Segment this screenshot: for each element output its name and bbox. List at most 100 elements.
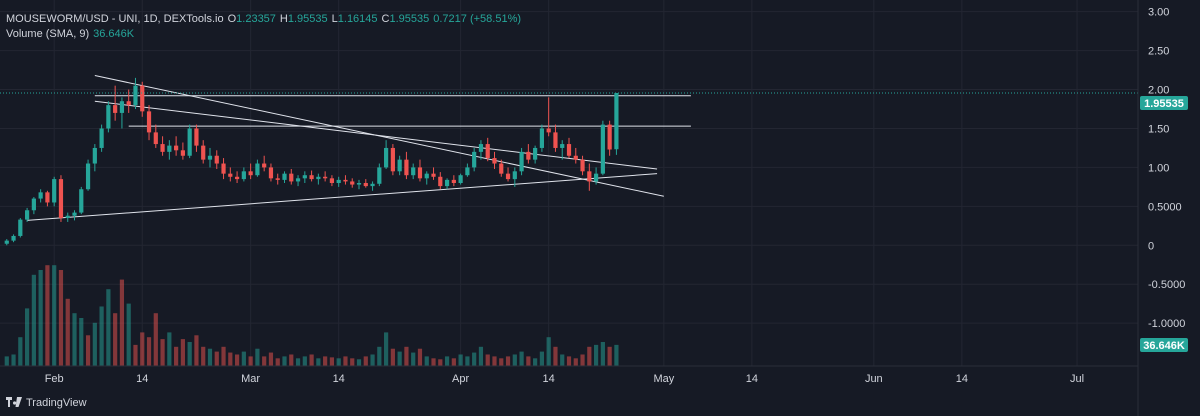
volume-bar — [275, 358, 280, 366]
volume-bar — [444, 356, 450, 366]
candle-body — [207, 155, 213, 160]
candle-body — [424, 173, 429, 179]
candle-body — [140, 85, 145, 112]
volume-bar — [417, 348, 423, 366]
volume-bar — [370, 354, 375, 366]
price-tick-label: 1.50 — [1148, 123, 1169, 135]
volume-bar — [92, 322, 97, 366]
candle-body — [241, 171, 246, 180]
axis-value-labels: 1.95535 36.646K — [1140, 96, 1188, 352]
volume-bar — [207, 348, 213, 366]
candle-body — [52, 179, 57, 203]
volume-bar — [458, 354, 463, 366]
candle-body — [431, 173, 436, 177]
symbol-title[interactable]: MOUSEWORM/USD - UNI, 1D, DEXTools.io — [6, 13, 224, 25]
time-axis[interactable]: Feb 14 Mar 14 Apr 14 May 14 Jun 14 Jul — [45, 373, 1084, 385]
price-tick-label: 0.5000 — [1148, 201, 1182, 213]
candle-body — [119, 101, 125, 113]
volume-bar — [478, 346, 484, 366]
tradingview-logo-icon — [6, 396, 22, 410]
candle-body — [472, 151, 477, 168]
change-value: 0.7217 (+58.51%) — [433, 13, 522, 25]
candle-body — [295, 178, 301, 182]
candle-body — [65, 215, 70, 219]
price-tick-label: 2.50 — [1148, 46, 1169, 58]
price-tick-label: 1.00 — [1148, 162, 1169, 174]
volume-bar — [404, 346, 409, 366]
volume-badge — [1140, 338, 1188, 352]
candle-body — [438, 176, 443, 187]
axes — [0, 0, 1139, 416]
high-value: 1.95535 — [287, 13, 328, 25]
volume-bars — [4, 265, 619, 366]
volume-bar — [573, 358, 578, 366]
candle-body — [519, 151, 524, 172]
candle-body — [133, 85, 138, 106]
volume-bar — [614, 344, 619, 366]
last-price-badge — [1140, 96, 1188, 110]
candle-body — [214, 155, 219, 164]
close-value: 1.95535 — [389, 13, 430, 25]
volume-bar — [126, 303, 131, 366]
candle-body — [336, 179, 341, 183]
volume-bar — [329, 357, 335, 366]
candle-body — [370, 183, 375, 187]
support-trendline — [27, 173, 658, 221]
candle-body — [58, 179, 64, 219]
volume-row: Volume (SMA, 9) 36.646K — [6, 27, 521, 42]
candle-body — [384, 147, 389, 168]
high-label: H — [279, 13, 288, 25]
volume-value-label: 36.646K — [1143, 340, 1185, 352]
price-axis[interactable]: 3.00 2.50 2.00 1.50 1.00 0.5000 0 -0.5000 -1.000… — [1148, 7, 1185, 330]
candle-body — [45, 192, 50, 203]
candle-body — [485, 144, 490, 159]
volume-bar — [282, 356, 287, 366]
volume-indicator-title[interactable]: Volume (SMA, 9) — [6, 28, 90, 40]
candle-body — [248, 171, 253, 176]
tradingview-brand[interactable]: TradingView — [6, 396, 87, 410]
volume-bar — [431, 358, 436, 366]
candle-body — [546, 128, 551, 133]
candle-body — [593, 173, 599, 182]
volume-bar — [560, 354, 565, 366]
volume-bar — [309, 354, 314, 366]
volume-bar — [268, 352, 274, 366]
candle-body — [194, 128, 199, 146]
price-tick-label: -0.5000 — [1148, 279, 1185, 291]
candle-body — [160, 144, 165, 152]
volume-bar — [580, 354, 585, 366]
volume-bar — [499, 358, 504, 366]
volume-bar — [587, 346, 592, 366]
volume-bar — [194, 335, 199, 366]
volume-bar — [438, 359, 443, 366]
time-tick-label: Jul — [1070, 373, 1084, 385]
volume-bar — [343, 356, 348, 366]
volume-bar — [99, 306, 104, 366]
candle-body — [309, 175, 314, 180]
volume-bar — [228, 352, 233, 366]
candle-body — [363, 183, 368, 187]
candle-body — [302, 175, 307, 179]
time-tick-label: Feb — [45, 373, 64, 385]
candle-body — [573, 155, 578, 160]
volume-bar — [174, 346, 179, 366]
volume-bar — [234, 354, 240, 366]
volume-bar — [424, 356, 429, 366]
candle-body — [600, 124, 605, 174]
volume-bar — [289, 354, 294, 366]
candle-body — [350, 181, 355, 185]
volume-bar — [153, 313, 158, 366]
trendlines[interactable] — [27, 75, 691, 221]
volume-bar — [18, 337, 23, 366]
volume-bar — [255, 348, 260, 366]
volume-bar — [451, 358, 456, 366]
candle-body — [180, 150, 185, 156]
volume-bar — [295, 358, 301, 366]
volume-bar — [302, 356, 307, 366]
price-tick-label: 2.00 — [1148, 85, 1169, 97]
volume-bar — [323, 356, 328, 366]
candle-body — [390, 147, 395, 172]
time-tick-label: Mar — [241, 373, 260, 385]
